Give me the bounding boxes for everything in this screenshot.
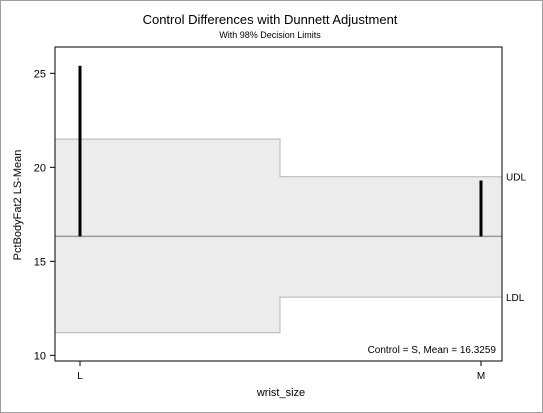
- y-axis: 10 15 20 25: [34, 68, 55, 362]
- x-axis-label: wrist_size: [256, 387, 305, 399]
- x-tick-label: M: [477, 371, 485, 382]
- chart-title: Control Differences with Dunnett Adjustm…: [143, 12, 398, 27]
- y-tick-label: 10: [34, 350, 46, 362]
- ldl-label: LDL: [506, 293, 525, 304]
- y-tick-label: 15: [34, 256, 46, 268]
- y-tick-label: 20: [34, 162, 46, 174]
- limit-labels: UDL LDL: [506, 173, 526, 304]
- lsmean-spikes: [78, 65, 483, 237]
- decision-band-outline: [55, 138, 502, 334]
- control-note: Control = S, Mean = 16.3259: [368, 345, 497, 356]
- chart-subtitle: With 98% Decision Limits: [219, 30, 321, 40]
- udl-label: UDL: [506, 173, 526, 184]
- y-tick-label: 25: [34, 68, 46, 80]
- plot-area-border: [54, 46, 503, 362]
- y-axis-label: PctBodyFat2 LS-Mean: [12, 150, 24, 261]
- x-tick-label: L: [77, 371, 83, 382]
